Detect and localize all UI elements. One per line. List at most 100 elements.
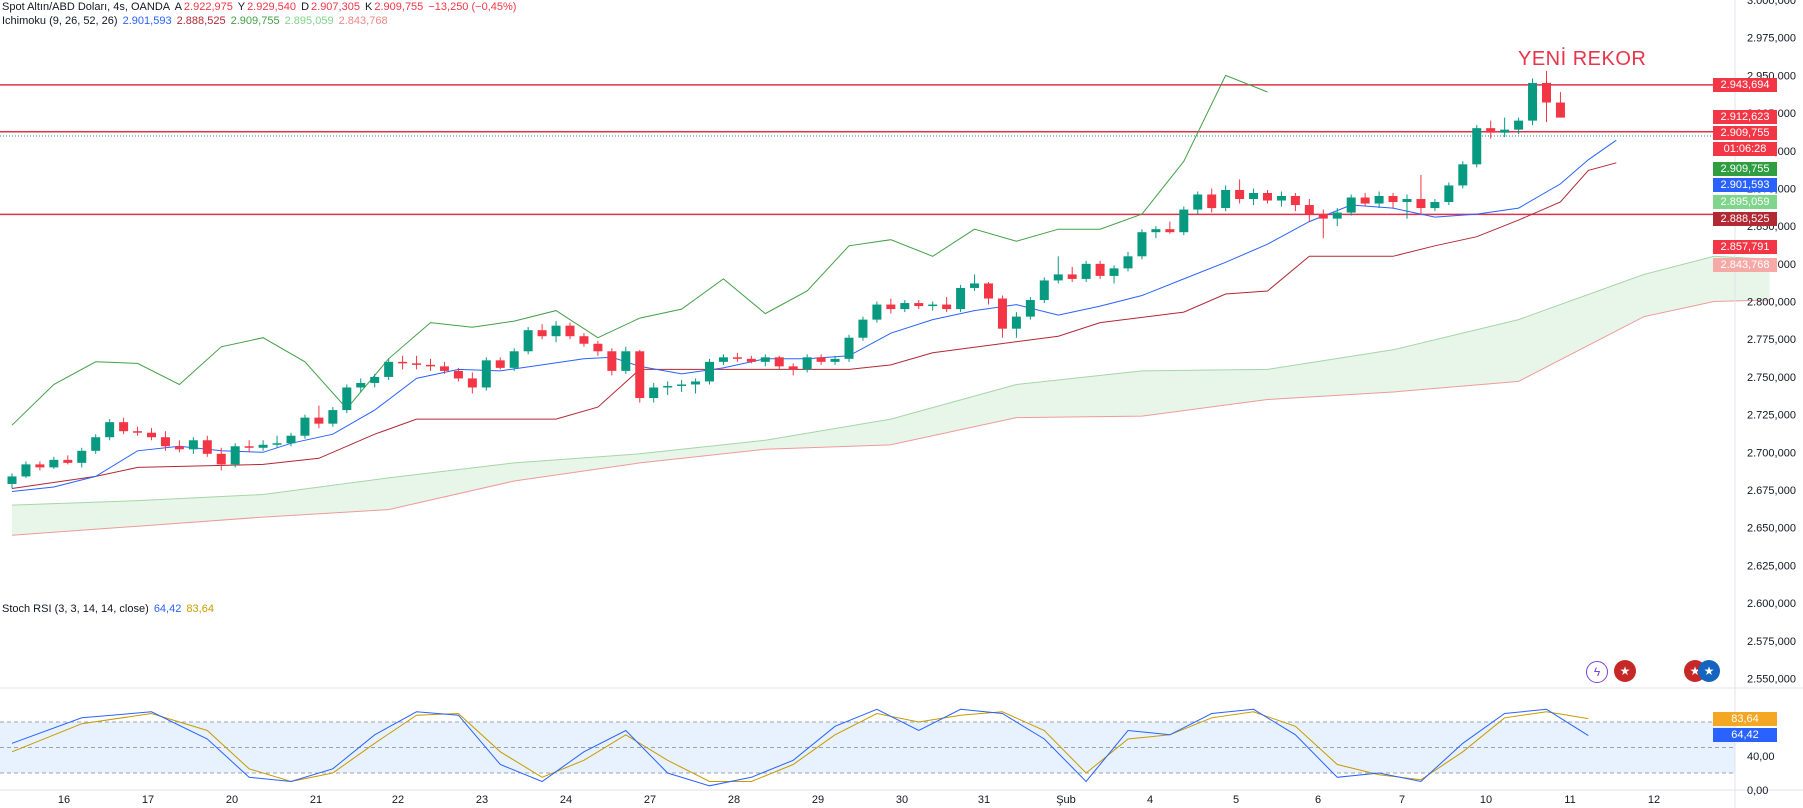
candle xyxy=(1360,192,1370,207)
candle xyxy=(272,435,282,448)
candle-body xyxy=(593,343,603,352)
open-value: 2.922,975 xyxy=(183,1,233,13)
candle xyxy=(1109,265,1119,284)
stoch-d-value: 83,64 xyxy=(186,603,214,615)
candle xyxy=(1472,125,1482,168)
open-label: A xyxy=(174,1,182,13)
us-flag-icon[interactable]: ★ xyxy=(1614,660,1636,682)
candle-body xyxy=(509,351,519,368)
senkou-span-b xyxy=(11,299,1770,536)
low-label: D xyxy=(301,1,310,13)
x-tick-label: 12 xyxy=(1648,794,1660,806)
candle-body xyxy=(788,366,798,370)
y-tick-label: 2.975,000 xyxy=(1747,33,1796,45)
x-tick-label: 22 xyxy=(392,794,404,806)
candle xyxy=(1025,297,1035,320)
candle xyxy=(1304,199,1314,222)
ichimoku-span-b-value: 2.843,768 xyxy=(338,15,388,27)
candle xyxy=(1542,70,1551,123)
price-tag: 01:06:28 xyxy=(1713,141,1777,156)
candle-body xyxy=(1095,263,1105,276)
candle xyxy=(1221,185,1231,212)
us-flag-icon[interactable]: ★ xyxy=(1698,660,1720,682)
candle-body xyxy=(1263,192,1272,201)
candle xyxy=(1388,192,1398,209)
candle-body xyxy=(1207,194,1217,209)
candle-body xyxy=(802,357,812,370)
candle-body xyxy=(1500,129,1510,133)
candle-body xyxy=(1332,212,1342,219)
x-tick-label: 21 xyxy=(310,794,322,806)
ichimoku-header: Ichimoku (9, 26, 52, 26) 2.901,593 2.888… xyxy=(2,14,390,28)
stoch-rsi-pane xyxy=(0,708,1735,787)
candle xyxy=(147,428,156,441)
candle-body xyxy=(537,330,547,337)
candle xyxy=(872,301,882,323)
candle-body xyxy=(760,357,770,362)
high-label: Y xyxy=(237,1,246,13)
candle-body xyxy=(677,384,687,386)
price-tag: 2.843,768 xyxy=(1713,258,1777,273)
x-tick-label: 10 xyxy=(1480,794,1492,806)
senkou-span-a xyxy=(11,255,1770,506)
candle-body xyxy=(7,476,17,484)
candle xyxy=(984,281,993,305)
lightning-icon[interactable]: ϟ xyxy=(1586,661,1608,683)
price-tag: 2.895,059 xyxy=(1713,195,1777,210)
candle-body xyxy=(886,304,896,310)
candle xyxy=(677,379,687,392)
candle xyxy=(509,348,519,371)
x-tick-label: 28 xyxy=(728,794,740,806)
candle xyxy=(133,426,143,436)
symbol-label: Spot Altın/ABD Doları, 4s, OANDA xyxy=(2,1,171,13)
candle-body xyxy=(1542,82,1551,103)
candle-body xyxy=(1318,214,1328,219)
candle-body xyxy=(1555,102,1565,118)
candle xyxy=(942,297,952,313)
candle xyxy=(49,456,59,469)
candle xyxy=(997,295,1007,338)
candle-body xyxy=(691,381,701,385)
candle-body xyxy=(1025,300,1035,317)
stoch-header: Stoch RSI (3, 3, 14, 14, close) 64,42 83… xyxy=(2,602,216,616)
candle-body xyxy=(914,303,924,307)
low-value: 2.907,305 xyxy=(311,1,360,13)
candle xyxy=(188,437,198,454)
horizontal-lines[interactable] xyxy=(0,84,1735,216)
candle xyxy=(1458,161,1468,189)
candle-body xyxy=(230,446,240,465)
candle-body xyxy=(1416,199,1426,209)
kijun-sen xyxy=(11,162,1617,489)
candle xyxy=(802,354,812,373)
candle xyxy=(565,322,575,340)
candle-body xyxy=(774,357,784,367)
candle-body xyxy=(1276,196,1286,201)
stoch-k-value: 64,42 xyxy=(153,603,182,615)
candle-body xyxy=(1165,229,1175,233)
candle xyxy=(1193,191,1203,215)
candle xyxy=(1151,226,1161,239)
candle-body xyxy=(1360,197,1370,204)
candle xyxy=(816,354,826,365)
candle xyxy=(579,333,589,347)
candle xyxy=(551,321,561,343)
candle-body xyxy=(133,431,143,433)
candle-body xyxy=(342,387,352,411)
candle-body xyxy=(314,417,324,424)
candle xyxy=(858,316,868,341)
y-tick-label: 2.700,000 xyxy=(1747,447,1796,459)
candle xyxy=(1430,199,1440,212)
price-tag: 2.912,623 xyxy=(1713,109,1777,124)
candle-body xyxy=(1346,197,1356,213)
candle-body xyxy=(984,283,993,299)
candle-body xyxy=(1402,199,1412,203)
candle-body xyxy=(412,363,422,365)
candle-body xyxy=(119,422,129,432)
candle xyxy=(1332,208,1342,227)
candle-body xyxy=(174,446,184,450)
candle xyxy=(1290,192,1300,212)
ichimoku-label: Ichimoku (9, 26, 52, 26) xyxy=(2,15,118,27)
x-tick-label: 4 xyxy=(1147,794,1153,806)
candle-body xyxy=(398,361,408,364)
